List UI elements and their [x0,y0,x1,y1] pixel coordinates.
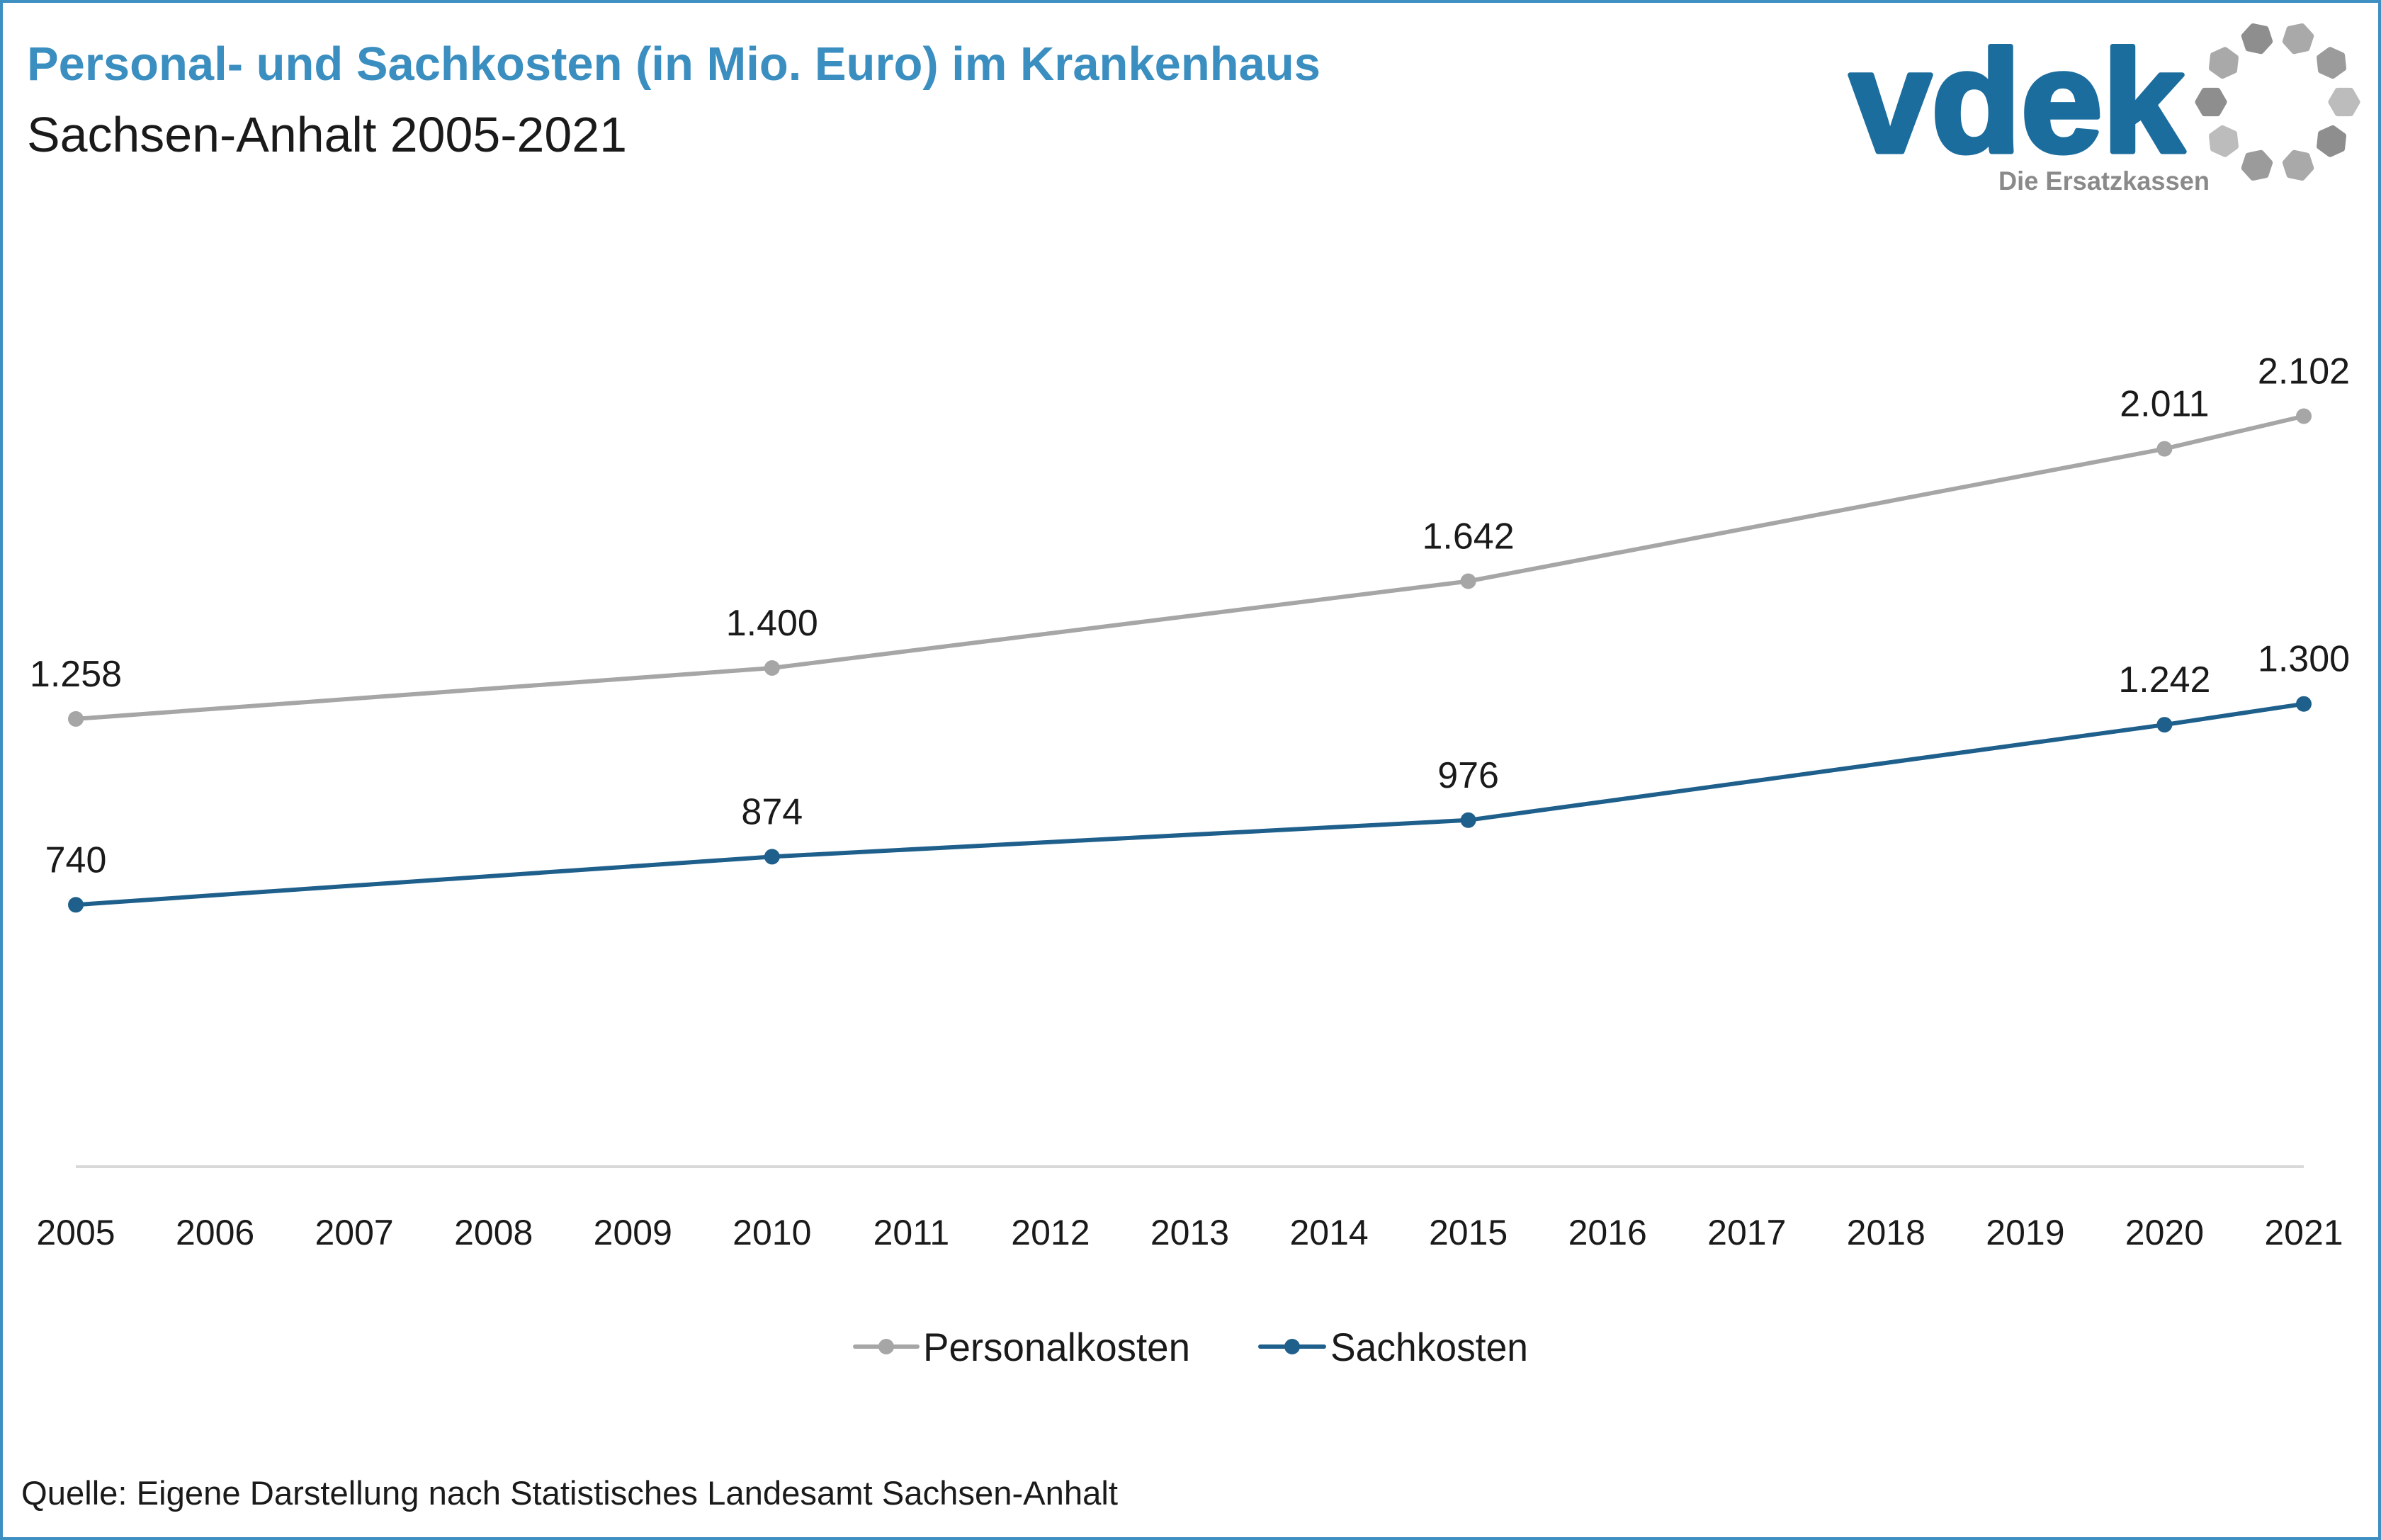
logo-ring [2195,23,2360,181]
personalkosten-data-label: 1.258 [30,654,122,695]
x-tick-label: 2010 [733,1213,811,1252]
logo-ring-segment [2241,149,2273,181]
legend-label: Sachkosten [1330,1325,1528,1369]
logo-ring-segment [2282,149,2314,181]
legend-item-personalkosten: Personalkosten [853,1325,1190,1369]
x-tick-label: 2020 [2125,1213,2204,1252]
x-tick-label: 2011 [873,1213,950,1252]
x-tick-label: 2016 [1568,1213,1647,1252]
sachkosten-data-label: 976 [1437,755,1499,796]
logo-ring-segment [2317,125,2346,157]
legend-marker-dot [878,1339,894,1354]
x-tick-label: 2006 [176,1213,254,1252]
x-tick-label: 2014 [1289,1213,1368,1252]
header: Personal- und Sachkosten (in Mio. Euro) … [27,38,1320,162]
series-sachkosten: 740 874 976 1.242 1.300 [45,639,2350,913]
legend: Personalkosten Sachkosten [853,1325,1528,1369]
chart-title: Personal- und Sachkosten (in Mio. Euro) … [27,38,1320,91]
sachkosten-point [2296,696,2312,712]
sachkosten-data-label: 1.242 [2118,659,2210,701]
series-personalkosten: 1.258 1.400 1.642 2.011 2.102 [30,351,2350,727]
sachkosten-point [2156,717,2173,733]
personalkosten-point [764,660,780,676]
personalkosten-point [2296,408,2312,424]
personalkosten-data-label: 1.400 [726,603,818,644]
x-tick-label: 2018 [1847,1213,1925,1252]
legend-item-sachkosten: Sachkosten [1258,1325,1528,1369]
x-axis-tick-labels: 2005 2006 2007 2008 2009 2010 2011 2012 2013 2014… [36,1213,2343,1252]
logo-ring-segment [2209,47,2239,79]
x-tick-label: 2005 [36,1213,115,1252]
plot-area: 2005 2006 2007 2008 2009 2010 2011 2012 2013 2014… [30,351,2350,1253]
chart-subtitle: Sachsen-Anhalt 2005-2021 [27,107,627,162]
personalkosten-point [2156,441,2173,457]
personalkosten-data-label: 2.102 [2258,351,2350,392]
logo-ring-segment [2328,87,2360,117]
sachkosten-point [68,897,84,913]
sachkosten-point [1460,812,1476,828]
personalkosten-data-label: 2.011 [2120,384,2209,425]
sachkosten-data-label: 740 [45,839,107,881]
logo-ring-segment [2195,87,2227,117]
x-tick-label: 2019 [1986,1213,2064,1252]
sachkosten-data-label: 874 [741,791,803,832]
x-tick-label: 2021 [2264,1213,2343,1252]
sachkosten-point [764,849,780,865]
logo-wordmark: vdek [1850,21,2185,183]
x-tick-label: 2008 [454,1213,533,1252]
logo-ring-segment [2282,23,2314,55]
series-layer: 1.2581.4001.6422.0112.1027408749761.2421… [30,351,2350,913]
x-tick-label: 2009 [594,1213,672,1252]
personalkosten-data-label: 1.642 [1423,516,1515,557]
personalkosten-point [1460,573,1476,589]
x-tick-label: 2013 [1150,1213,1229,1252]
vdek-logo: vdek Die Ersatzkassen [1848,18,2360,196]
x-tick-label: 2015 [1429,1213,1508,1252]
logo-tagline: Die Ersatzkassen [1998,166,2210,196]
legend-label: Personalkosten [923,1325,1190,1369]
logo-ring-segment [2241,23,2273,55]
logo-ring-segment [2209,125,2239,157]
x-tick-label: 2007 [315,1213,393,1252]
source-note: Quelle: Eigene Darstellung nach Statisti… [21,1474,1118,1512]
logo-ring-segment [2317,47,2346,79]
x-tick-label: 2017 [1707,1213,1786,1252]
x-tick-label: 2012 [1011,1213,1090,1252]
sachkosten-data-label: 1.300 [2258,639,2350,680]
legend-marker-dot [1284,1339,1300,1354]
personalkosten-point [68,710,84,727]
